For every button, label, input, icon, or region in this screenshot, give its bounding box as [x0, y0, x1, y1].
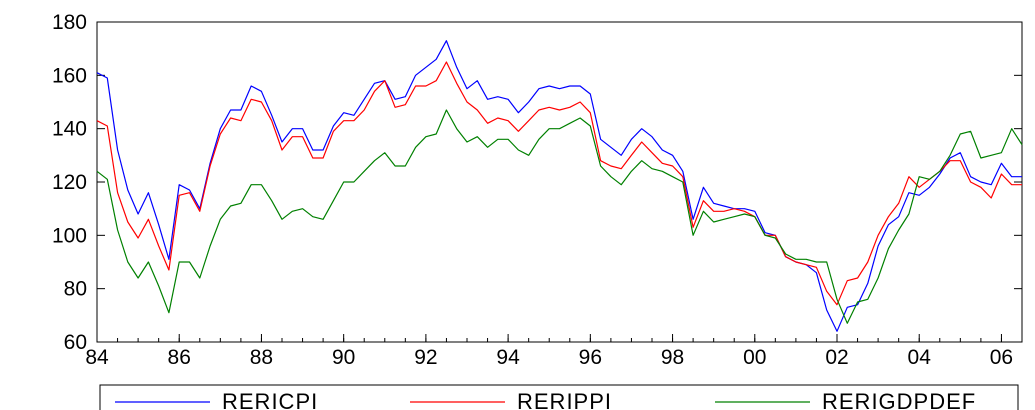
legend-label-rerippi: RERIPPI [517, 389, 612, 410]
x-tick-label: 90 [332, 346, 355, 369]
legend: RERICPI RERIPPI RERIGDPDEF [99, 384, 1019, 410]
legend-label-rerigdpdef: RERIGDPDEF [822, 389, 976, 410]
y-tick-label: 160 [52, 64, 87, 87]
series-layer [96, 40, 1023, 332]
y-tick-label: 100 [52, 224, 87, 247]
x-tick-label: 88 [250, 346, 273, 369]
x-tick-label: 00 [743, 346, 766, 369]
x-tick-label: 96 [579, 346, 602, 369]
x-tick-label: 94 [496, 346, 520, 369]
y-tick-label: 120 [52, 171, 87, 194]
x-tick-label: 84 [85, 346, 109, 369]
x-tick-label: 98 [661, 346, 684, 369]
y-tick-label: 180 [52, 11, 87, 34]
x-tick-label: 02 [825, 346, 848, 369]
x-tick-label: 06 [990, 346, 1013, 369]
series-line-rericpi [96, 40, 1022, 332]
x-tick-label: 92 [414, 346, 437, 369]
series-line-rerigdpdef [96, 109, 1023, 324]
x-tick-label: 86 [168, 346, 191, 369]
plot-area-frame [96, 21, 1023, 343]
x-tick-label: 04 [908, 346, 932, 369]
y-tick-label: 140 [52, 118, 87, 141]
series-line-rerippi [96, 61, 1022, 306]
y-tick-label: 60 [64, 331, 87, 354]
legend-box [99, 384, 1019, 410]
legend-label-rericpi: RERICPI [222, 389, 318, 410]
y-axis: 60 80 100 120 140 160 180 [52, 11, 1022, 354]
x-axis: 84 86 88 90 92 94 96 98 00 02 04 06 [85, 334, 1023, 369]
y-tick-label: 80 [64, 278, 87, 301]
